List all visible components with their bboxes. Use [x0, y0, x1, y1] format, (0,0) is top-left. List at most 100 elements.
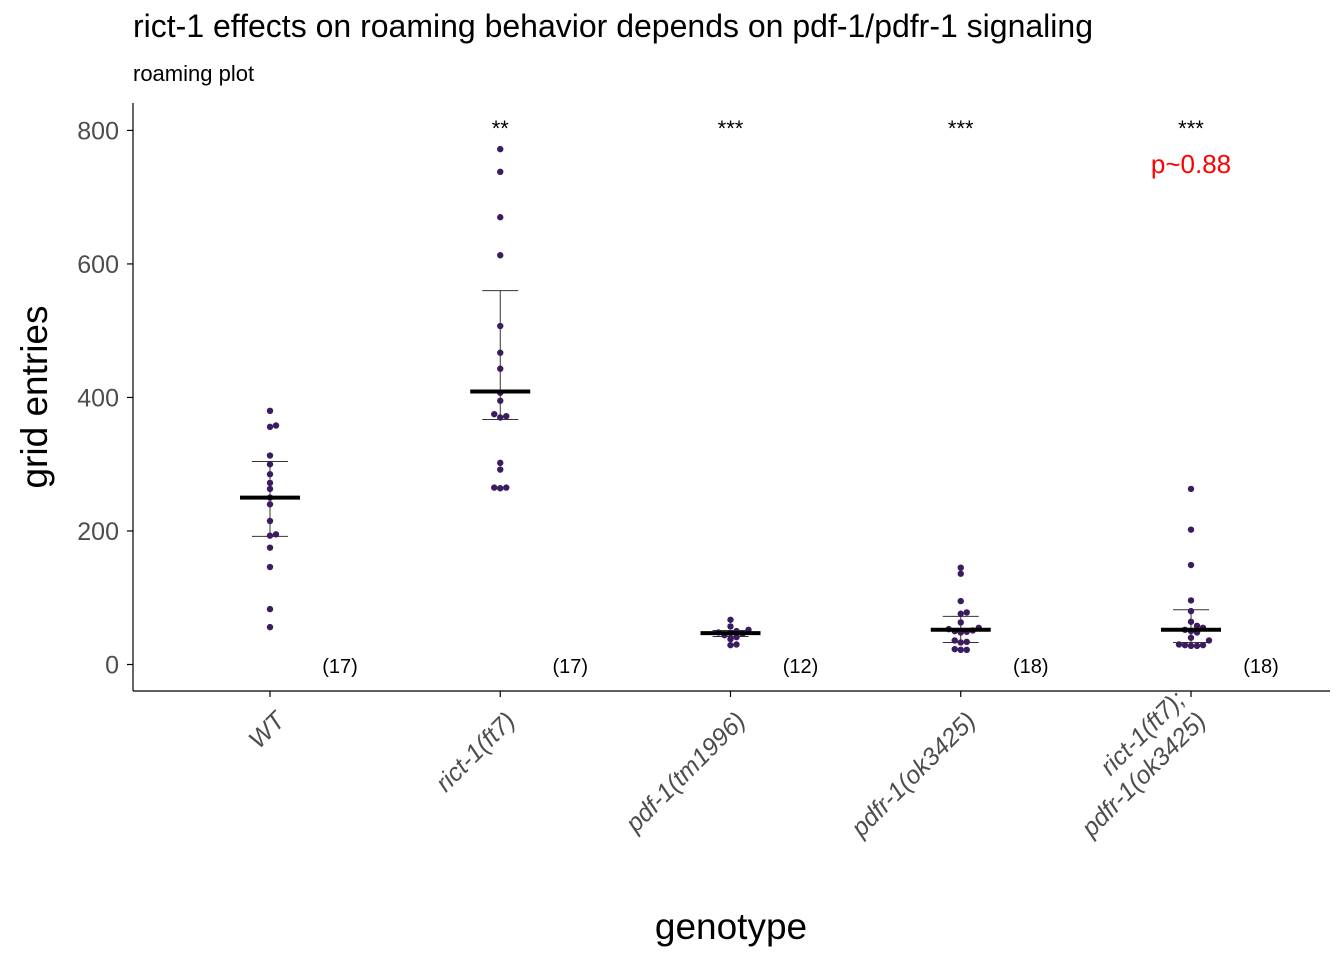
data-point	[1187, 597, 1195, 604]
data-point	[1205, 637, 1213, 644]
data-point	[1193, 642, 1201, 650]
data-point	[1175, 641, 1183, 648]
data-point	[957, 570, 964, 577]
data-point	[266, 461, 274, 468]
data-point	[497, 485, 504, 492]
data-point	[266, 623, 274, 631]
data-point	[266, 532, 274, 539]
x-tick-label-group: rict-1(ft7)	[430, 707, 521, 798]
n-label: (18)	[1013, 656, 1049, 678]
data-point	[266, 452, 274, 459]
data-point	[272, 422, 280, 429]
data-point	[1187, 634, 1195, 641]
x-tick-label-group: pdfr-1(ok3425)	[845, 707, 981, 843]
group-1: (17) **	[470, 116, 588, 678]
x-tick-label-group: rict-1(ft7);pdfr-1(ok3425)	[1075, 686, 1211, 843]
significance-label: **	[492, 116, 510, 141]
data-point	[957, 619, 964, 626]
data-point	[266, 471, 274, 478]
data-point	[727, 641, 734, 649]
chart-marks: (17) (17) ** (12) *** (18) *** (18) *** p~0.88	[240, 116, 1279, 678]
data-point	[266, 501, 274, 508]
data-point	[497, 168, 504, 176]
data-point	[957, 564, 964, 571]
x-tick-label-group: WT	[243, 706, 292, 755]
data-point	[1193, 622, 1201, 629]
significance-label: ***	[948, 116, 974, 141]
data-point	[957, 639, 964, 646]
data-point	[963, 638, 970, 646]
data-point	[266, 485, 274, 493]
y-ticks: 0 200 400 600 800	[77, 117, 133, 680]
data-point	[1199, 641, 1207, 649]
data-point	[497, 466, 504, 473]
data-point	[497, 349, 504, 356]
p-value-annotation: p~0.88	[1151, 149, 1231, 179]
data-point	[497, 459, 504, 467]
group-2: (12) ***	[700, 116, 819, 678]
n-label: (18)	[1243, 656, 1279, 678]
data-point	[266, 605, 274, 613]
chart-title: rict-1 effects on roaming behavior depen…	[133, 8, 1093, 44]
data-point	[272, 531, 280, 538]
data-point	[497, 365, 504, 372]
data-point	[266, 517, 274, 525]
data-point	[266, 407, 274, 415]
data-point	[266, 563, 274, 571]
data-point	[1187, 618, 1195, 625]
y-tick-label: 400	[77, 384, 119, 412]
data-point	[733, 633, 740, 641]
y-tick-label: 800	[77, 117, 119, 145]
n-label: (12)	[783, 656, 819, 678]
x-tick-label-group: pdf-1(tm1996)	[620, 707, 752, 839]
data-point	[727, 623, 734, 630]
data-point	[1187, 607, 1195, 615]
data-point	[497, 414, 504, 421]
group-0: (17)	[240, 407, 358, 678]
data-point	[1187, 526, 1195, 533]
n-label: (17)	[322, 656, 358, 678]
x-tick-label: WT	[243, 706, 292, 755]
data-point	[497, 322, 504, 330]
data-point	[266, 423, 274, 431]
data-point	[497, 145, 504, 153]
n-label: (17)	[552, 656, 588, 678]
x-tick-label: pdf-1(tm1996)	[620, 707, 752, 839]
group-4: (18) *** p~0.88	[1151, 116, 1279, 678]
x-tick-label: pdfr-1(ok3425)	[845, 707, 981, 843]
data-point	[963, 609, 970, 616]
data-point	[266, 544, 274, 551]
data-point	[266, 479, 274, 487]
x-ticks: WT rict-1(ft7) pdf-1(tm1996) pdfr-1(ok3425)…	[243, 686, 1211, 843]
data-point	[963, 646, 970, 654]
y-tick-label: 600	[77, 251, 119, 279]
data-point	[1187, 561, 1195, 569]
data-point	[1181, 641, 1189, 649]
data-point	[1187, 485, 1195, 493]
data-point	[503, 484, 510, 491]
data-point	[727, 635, 734, 643]
data-point	[957, 610, 964, 617]
data-point	[951, 645, 958, 653]
data-point	[497, 252, 504, 259]
group-3: (18) ***	[930, 116, 1049, 678]
data-point	[503, 412, 510, 420]
y-tick-label: 200	[77, 518, 119, 546]
data-point	[727, 616, 734, 623]
data-point	[957, 597, 964, 605]
y-axis-title: grid entries	[14, 305, 55, 488]
data-point	[491, 484, 498, 491]
x-tick-label: rict-1(ft7)	[430, 707, 521, 798]
data-point	[1187, 642, 1195, 650]
chart-subtitle: roaming plot	[133, 61, 255, 86]
data-point	[733, 641, 740, 648]
data-point	[491, 410, 498, 418]
data-point	[497, 214, 504, 221]
data-point	[957, 646, 964, 654]
significance-label: ***	[1178, 116, 1204, 141]
data-point	[951, 637, 958, 644]
data-point	[497, 397, 504, 404]
y-tick-label: 0	[105, 652, 119, 680]
significance-label: ***	[718, 116, 744, 141]
